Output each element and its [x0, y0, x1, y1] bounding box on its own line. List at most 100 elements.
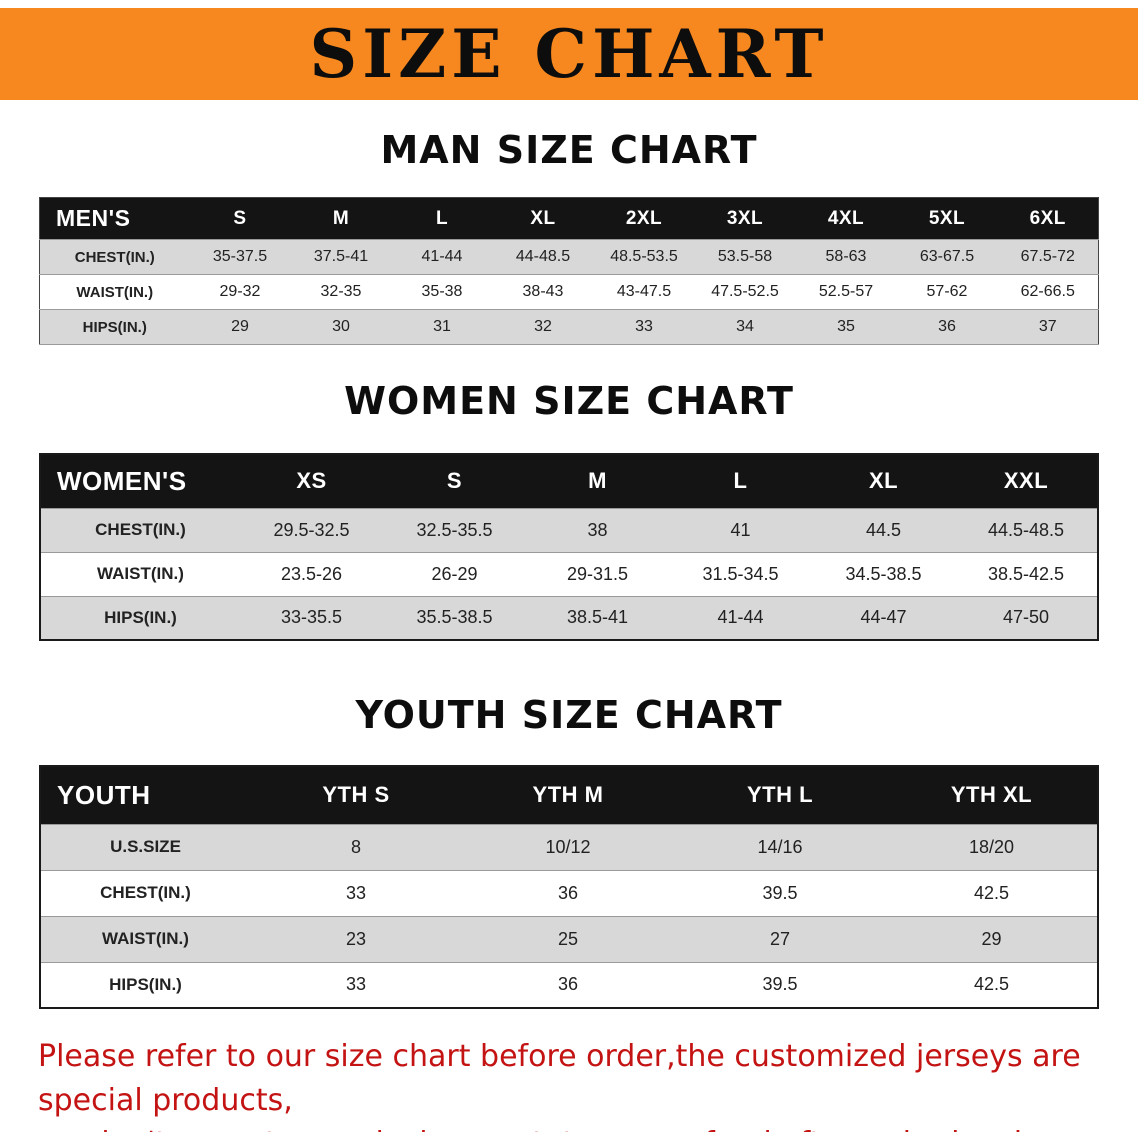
col-header: S	[383, 454, 526, 508]
size-cell: 23	[250, 916, 462, 962]
youth-table-title: YOUTH	[40, 766, 250, 824]
size-cell: 39.5	[762, 974, 798, 995]
row-label: HIPS(IN.)	[39, 309, 190, 345]
size-cell: 48.5-53.5	[593, 239, 695, 275]
size-cell: 38	[526, 508, 669, 552]
size-cell: 37.5-41	[290, 239, 392, 275]
size-cell: 42.5	[973, 974, 1010, 995]
size-cell: 41-44	[391, 239, 493, 275]
col-header: XL	[812, 454, 955, 508]
col-header: S	[189, 197, 291, 240]
size-cell: 58-63	[795, 239, 897, 275]
size-cell: 8	[250, 824, 462, 870]
size-cell: 41	[669, 508, 812, 552]
size-cell: 33	[593, 309, 695, 345]
size-cell: 47-50	[955, 596, 1098, 640]
size-cell: 62-66.5	[1020, 283, 1075, 300]
size-cell: 29-31.5	[566, 563, 629, 584]
size-cell: 36	[557, 974, 579, 995]
size-cell: 36	[557, 882, 579, 903]
size-cell: 32-35	[320, 283, 362, 300]
size-cell: 39.5	[762, 882, 798, 903]
men-size-table: MEN'S S M L XL 2XL 3XL 4XL 5XL 6XL CHEST…	[39, 197, 1099, 345]
col-header: 4XL	[795, 197, 897, 240]
col-header: YTH XL	[886, 766, 1098, 824]
size-cell: 26-29	[431, 563, 478, 584]
youth-header-row: YOUTH YTH S YTH M YTH L YTH XL	[40, 766, 1098, 824]
size-cell: 38.5-41	[526, 596, 669, 640]
col-header: 3XL	[694, 197, 796, 240]
size-cell: 35	[795, 309, 897, 345]
women-hips-row: HIPS(IN.) 33-35.5 35.5-38.5 38.5-41 41-4…	[40, 596, 1098, 640]
size-cell: 33	[345, 882, 367, 903]
size-cell: 67.5-72	[997, 239, 1099, 275]
size-cell: 44.5	[812, 508, 955, 552]
women-chest-row: CHEST(IN.) 29.5-32.5 32.5-35.5 38 41 44.…	[40, 508, 1098, 552]
men-chest-row: CHEST(IN.) 35-37.5 37.5-41 41-44 44-48.5…	[39, 239, 1099, 275]
size-cell: 10/12	[462, 824, 674, 870]
youth-section-heading: YOUTH SIZE CHART	[355, 693, 783, 737]
size-cell: 29	[886, 916, 1098, 962]
size-cell: 47.5-52.5	[711, 283, 779, 300]
size-cell: 53.5-58	[694, 239, 796, 275]
row-label: WAIST(IN.)	[76, 283, 154, 301]
size-cell: 32	[492, 309, 594, 345]
title-banner: SIZE CHART	[0, 8, 1138, 100]
women-size-table: WOMEN'S XS S M L XL XXL CHEST(IN.) 29.5-…	[39, 453, 1099, 641]
youth-chest-row: CHEST(IN.) 33 36 39.5 42.5	[40, 870, 1098, 916]
size-cell: 25	[462, 916, 674, 962]
col-header: M	[290, 197, 392, 240]
col-header: XS	[240, 454, 383, 508]
size-cell: 44-47	[812, 596, 955, 640]
women-header-row: WOMEN'S XS S M L XL XXL	[40, 454, 1098, 508]
size-cell: 57-62	[926, 283, 968, 300]
size-cell: 34.5-38.5	[845, 563, 922, 584]
size-cell: 41-44	[669, 596, 812, 640]
size-cell: 35.5-38.5	[383, 596, 526, 640]
size-cell: 27	[674, 916, 886, 962]
col-header: 6XL	[997, 197, 1099, 240]
row-label: CHEST(IN.)	[100, 883, 191, 902]
size-cell: 42.5	[973, 882, 1010, 903]
col-header: YTH M	[462, 766, 674, 824]
size-cell: 63-67.5	[896, 239, 998, 275]
women-waist-row: WAIST(IN.) 23.5-26 26-29 29-31.5 31.5-34…	[40, 552, 1098, 596]
size-cell: 31.5-34.5	[702, 563, 779, 584]
col-header: M	[526, 454, 669, 508]
men-hips-row: HIPS(IN.) 29 30 31 32 33 34 35 36 37	[39, 309, 1099, 345]
col-header: 2XL	[593, 197, 695, 240]
size-cell: 35-37.5	[189, 239, 291, 275]
size-cell: 31	[391, 309, 493, 345]
size-cell: 52.5-57	[818, 283, 874, 300]
size-cell: 29	[189, 309, 291, 345]
row-label: CHEST(IN.)	[39, 239, 190, 275]
men-header-row: MEN'S S M L XL 2XL 3XL 4XL 5XL 6XL	[39, 197, 1099, 240]
col-header: YTH L	[674, 766, 886, 824]
col-header: L	[669, 454, 812, 508]
disclaimer-line-2: we don't accept cancel, change, teturn o…	[38, 1122, 1104, 1132]
disclaimer-line-1: Please refer to our size chart before or…	[38, 1039, 1081, 1118]
size-cell: 14/16	[674, 824, 886, 870]
size-cell: 33-35.5	[240, 596, 383, 640]
size-cell: 23.5-26	[280, 563, 343, 584]
youth-waist-row: WAIST(IN.) 23 25 27 29	[40, 916, 1098, 962]
size-cell: 35-38	[421, 283, 463, 300]
size-cell: 32.5-35.5	[383, 508, 526, 552]
row-label: HIPS(IN.)	[109, 974, 182, 994]
row-label: U.S.SIZE	[40, 824, 250, 870]
size-cell: 29.5-32.5	[240, 508, 383, 552]
col-header: XXL	[955, 454, 1098, 508]
row-label: WAIST(IN.)	[40, 916, 250, 962]
size-cell: 18/20	[886, 824, 1098, 870]
size-cell: 38.5-42.5	[987, 563, 1065, 584]
row-label: WAIST(IN.)	[97, 564, 184, 583]
men-size-section: MAN SIZE CHART MEN'S S M L XL 2XL 3XL 4X…	[0, 128, 1138, 345]
men-section-heading: MAN SIZE CHART	[380, 128, 758, 172]
page-title: SIZE CHART	[309, 15, 829, 93]
size-cell: 44.5-48.5	[955, 508, 1098, 552]
disclaimer-note: Please refer to our size chart before or…	[0, 1035, 1138, 1132]
men-waist-row: WAIST(IN.) 29-32 32-35 35-38 38-43 43-47…	[39, 274, 1099, 310]
size-cell: 38-43	[522, 283, 564, 300]
size-cell: 37	[997, 309, 1099, 345]
size-cell: 29-32	[219, 283, 261, 300]
